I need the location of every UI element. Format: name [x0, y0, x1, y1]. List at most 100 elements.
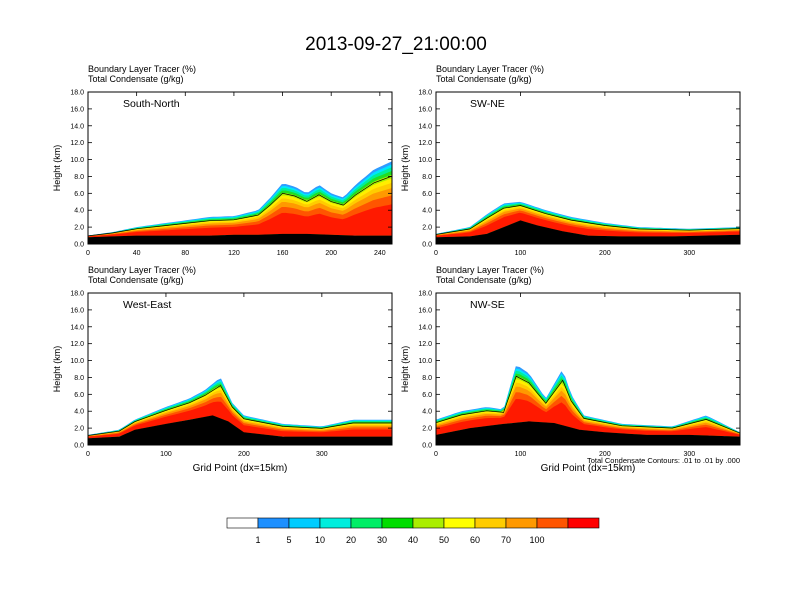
y-tick-label: 8.0: [74, 375, 84, 382]
plot-frame: [87, 292, 393, 446]
x-tick-label: 0: [86, 250, 90, 257]
x-tick-label: 300: [683, 451, 695, 458]
y-tick-label: 2.0: [74, 225, 84, 232]
tracer-field: [88, 378, 392, 445]
x-tick-label: 120: [228, 250, 240, 257]
condensate-contour: [436, 375, 740, 434]
colorbar-swatch: [412, 517, 445, 529]
panels: Boundary Layer Tracer (%)Total Condensat…: [52, 64, 741, 474]
tracer-field: [88, 161, 392, 244]
y-tick-label: 10.0: [70, 157, 84, 164]
y-tick-label: 18.0: [418, 291, 432, 298]
tracer-field: [436, 366, 740, 445]
colorbar-label: 30: [377, 535, 387, 545]
x-tick-label: 200: [238, 451, 250, 458]
y-tick-label: 18.0: [70, 291, 84, 298]
y-tick-label: 6.0: [422, 191, 432, 198]
x-tick-label: 200: [325, 250, 337, 257]
x-tick-label: 240: [374, 250, 386, 257]
colorbar-label: 1: [255, 535, 260, 545]
y-tick-label: 16.0: [418, 106, 432, 113]
y-tick-label: 6.0: [74, 191, 84, 198]
colorbar-swatch: [443, 517, 476, 529]
location-marker: [582, 235, 590, 243]
footnote: Total Condensate Contours: .01 to .01 by…: [587, 456, 740, 465]
location-marker: [236, 235, 244, 243]
y-tick-label: 0.0: [74, 443, 84, 450]
panel-3: Boundary Layer Tracer (%)Total Condensat…: [400, 265, 741, 474]
colorbar-swatch: [474, 517, 507, 529]
location-marker: [582, 436, 590, 444]
x-tick-label: 300: [316, 451, 328, 458]
x-axis-label: Grid Point (dx=15km): [193, 463, 288, 474]
plot-frame: [87, 91, 393, 245]
y-tick-label: 10.0: [70, 358, 84, 365]
panel-label: West-East: [123, 299, 171, 311]
colorbar-label: 20: [346, 535, 356, 545]
colorbar-swatch: [319, 517, 352, 529]
panel-label: NW-SE: [470, 299, 505, 311]
x-tick-label: 40: [133, 250, 141, 257]
tracer-layer: [436, 386, 740, 437]
y-tick-label: 8.0: [74, 174, 84, 181]
x-tick-label: 200: [599, 451, 611, 458]
x-tick-label: 300: [683, 250, 695, 257]
y-tick-label: 6.0: [422, 392, 432, 399]
colorbar-label: 40: [408, 535, 418, 545]
colorbar-swatch: [567, 517, 600, 529]
y-tick-label: 12.0: [418, 341, 432, 348]
y-tick-label: 16.0: [418, 307, 432, 314]
y-axis-label: Height (km): [400, 346, 410, 393]
y-tick-label: 14.0: [418, 324, 432, 331]
colorbar-label: 70: [501, 535, 511, 545]
colorbar-label: 10: [315, 535, 325, 545]
y-tick-label: 0.0: [422, 242, 432, 249]
tracer-layer: [436, 212, 740, 238]
panel-header-condensate: Total Condensate (g/kg): [88, 275, 184, 285]
y-tick-label: 18.0: [418, 90, 432, 97]
x-tick-label: 0: [86, 451, 90, 458]
y-tick-label: 10.0: [418, 157, 432, 164]
location-marker: [236, 436, 244, 444]
panel-header-condensate: Total Condensate (g/kg): [436, 275, 532, 285]
panel-label: South-North: [123, 98, 180, 110]
panel-header-tracer: Boundary Layer Tracer (%): [88, 64, 196, 74]
x-tick-label: 160: [277, 250, 289, 257]
y-tick-label: 6.0: [74, 392, 84, 399]
y-tick-label: 16.0: [70, 106, 84, 113]
y-tick-label: 2.0: [422, 225, 432, 232]
y-tick-label: 12.0: [70, 341, 84, 348]
y-tick-label: 8.0: [422, 375, 432, 382]
y-tick-label: 12.0: [70, 140, 84, 147]
panel-label: SW-NE: [470, 98, 505, 110]
y-tick-label: 4.0: [422, 409, 432, 416]
x-tick-label: 100: [160, 451, 172, 458]
y-tick-label: 14.0: [70, 324, 84, 331]
plot-frame: [435, 292, 741, 446]
x-tick-label: 100: [515, 451, 527, 458]
panel-header-tracer: Boundary Layer Tracer (%): [88, 265, 196, 275]
plot-frame: [435, 91, 741, 245]
y-tick-label: 4.0: [74, 208, 84, 215]
x-tick-label: 200: [599, 250, 611, 257]
y-tick-label: 4.0: [74, 409, 84, 416]
y-tick-label: 2.0: [74, 426, 84, 433]
y-tick-label: 12.0: [418, 140, 432, 147]
tracer-layer: [88, 401, 392, 439]
tracer-layer: [88, 204, 392, 238]
y-axis-label: Height (km): [52, 145, 62, 192]
x-tick-label: 0: [434, 451, 438, 458]
colorbar-label: 100: [529, 535, 544, 545]
y-tick-label: 2.0: [422, 426, 432, 433]
panel-header-tracer: Boundary Layer Tracer (%): [436, 64, 544, 74]
panel-header-condensate: Total Condensate (g/kg): [436, 74, 532, 84]
condensate-contour: [436, 205, 740, 235]
x-tick-label: 0: [434, 250, 438, 257]
panel-1: Boundary Layer Tracer (%)Total Condensat…: [400, 64, 741, 257]
condensate-contour: [88, 385, 392, 436]
y-axis-label: Height (km): [52, 346, 62, 393]
x-tick-label: 80: [181, 250, 189, 257]
panel-header-condensate: Total Condensate (g/kg): [88, 74, 184, 84]
colorbar-label: 50: [439, 535, 449, 545]
